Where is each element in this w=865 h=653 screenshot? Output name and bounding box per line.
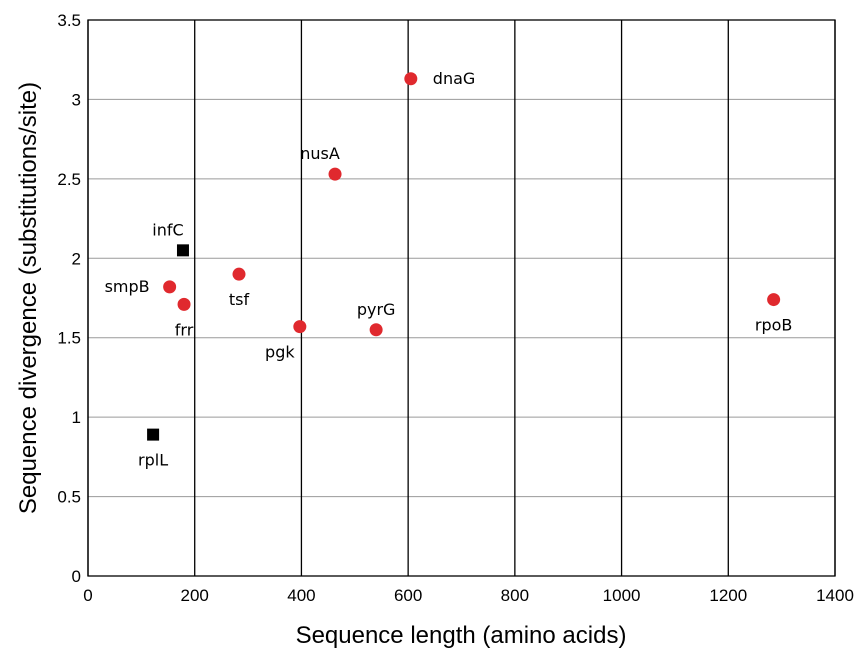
y-tick-label: 3 [72,90,81,109]
y-axis-title: Sequence divergence (substitutions/site) [15,82,42,514]
x-tick-label: 1000 [603,586,641,605]
x-tick-label: 600 [394,586,422,605]
y-tick-labels: 0 0.5 1 1.5 2 2.5 3 3.5 [57,11,81,586]
data-point-infC [176,244,189,257]
x-tick-label: 800 [501,586,529,605]
x-tick-label: 1200 [709,586,747,605]
x-axis-title: Sequence length (amino acids) [296,622,627,649]
grid [87,19,836,577]
y-tick-label: 0 [72,567,81,586]
point-label-tsf: tsf [229,290,250,309]
plot-frame [87,19,836,577]
point-label-pgk: pgk [265,343,295,362]
x-tick-label: 400 [287,586,315,605]
y-tick-label: 2.5 [57,170,81,189]
data-point-frr [177,297,191,311]
y-tick-label: 2 [72,249,81,268]
y-tick-label: 1.5 [57,329,81,348]
x-tick-label: 200 [181,586,209,605]
y-tick-label: 3.5 [57,11,81,30]
x-tick-labels: 0 200 400 600 800 1000 1200 1400 [83,586,854,605]
x-tick-label: 0 [83,586,92,605]
data-point-rplL [147,428,160,441]
point-label-smpB: smpB [105,277,150,296]
data-point-smpB [163,280,177,294]
data-points: dnaG nusA infC tsf smpB frr pgk pyrG rpoB rplL [105,69,793,470]
point-label-infC: infC [152,220,183,239]
point-label-pyrG: pyrG [357,300,396,319]
data-point-nusA [328,167,342,181]
y-tick-label: 1 [72,408,81,427]
point-label-rpoB: rpoB [755,316,793,335]
x-tick-label: 1400 [816,586,854,605]
point-label-rplL: rplL [138,451,168,470]
data-point-tsf [232,267,246,281]
point-label-dnaG: dnaG [433,69,476,88]
point-label-frr: frr [175,320,194,339]
y-tick-label: 0.5 [57,488,81,507]
point-label-nusA: nusA [300,144,340,163]
data-point-pyrG [369,323,383,337]
data-point-pgk [293,320,307,334]
data-point-rpoB [767,293,781,307]
data-point-dnaG [404,72,418,86]
